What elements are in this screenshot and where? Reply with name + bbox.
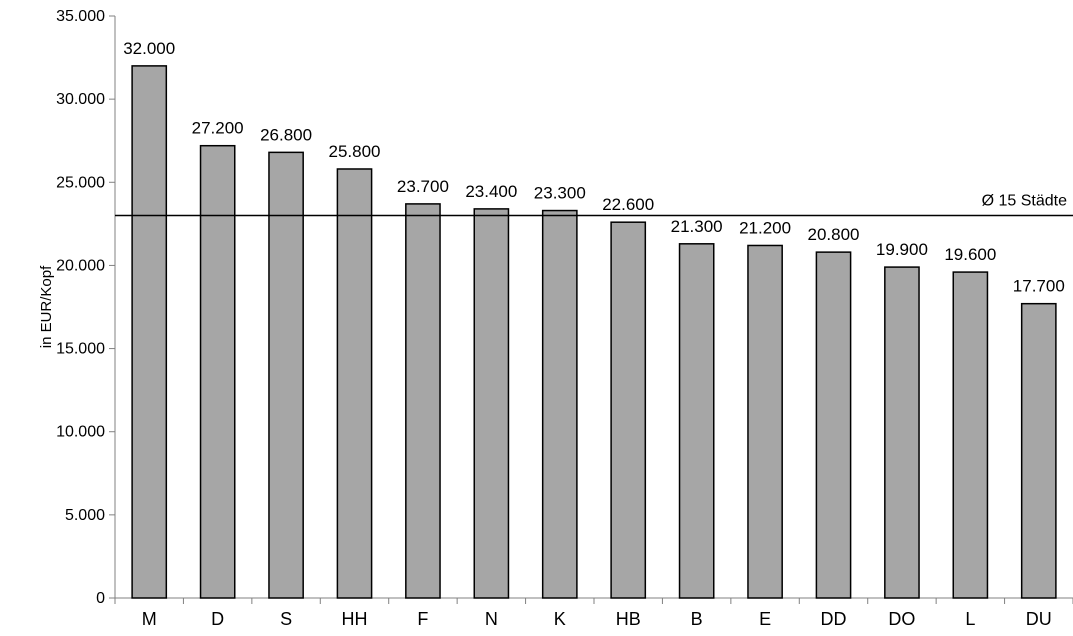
y-tick-label: 20.000 bbox=[56, 257, 105, 274]
y-tick-label: 35.000 bbox=[56, 8, 105, 25]
bar-value-label: 27.200 bbox=[192, 119, 244, 138]
bar-m bbox=[132, 66, 166, 598]
bar-n bbox=[474, 209, 508, 598]
bar-dd bbox=[816, 252, 850, 598]
bar-value-label: 21.200 bbox=[739, 218, 791, 237]
reference-line-group: Ø 15 Städte bbox=[115, 193, 1073, 216]
y-tick-label: 25.000 bbox=[56, 174, 105, 191]
category-label: M bbox=[142, 609, 157, 629]
y-tick-label: 5.000 bbox=[65, 507, 105, 524]
bar-value-label: 32.000 bbox=[123, 39, 175, 58]
bar-value-label: 23.700 bbox=[397, 177, 449, 196]
y-tick-label: 10.000 bbox=[56, 424, 105, 441]
bar-s bbox=[269, 152, 303, 598]
bar-value-label: 25.800 bbox=[329, 142, 381, 161]
category-label: E bbox=[759, 609, 771, 629]
category-label: L bbox=[965, 609, 975, 629]
category-label: F bbox=[417, 609, 428, 629]
reference-line-label: Ø 15 Städte bbox=[982, 193, 1067, 210]
category-label: N bbox=[485, 609, 498, 629]
category-label: K bbox=[554, 609, 566, 629]
bar-value-label: 23.400 bbox=[465, 182, 517, 201]
bar-k bbox=[543, 211, 577, 598]
bar-do bbox=[885, 267, 919, 598]
bar-f bbox=[406, 204, 440, 598]
bar-value-label: 20.800 bbox=[808, 225, 860, 244]
bar-l bbox=[953, 272, 987, 598]
category-label: DO bbox=[888, 609, 915, 629]
bar-b bbox=[680, 244, 714, 598]
bar-value-label: 19.900 bbox=[876, 240, 928, 259]
bar-hh bbox=[337, 169, 371, 598]
category-label: D bbox=[211, 609, 224, 629]
x-axis-ticks: M D S HH F N K HB B E DD DO L DU bbox=[115, 598, 1073, 629]
category-label: DD bbox=[821, 609, 847, 629]
bar-hb bbox=[611, 222, 645, 598]
y-tick-label: 30.000 bbox=[56, 91, 105, 108]
bar-value-labels: 32.000 27.200 26.800 25.800 23.700 23.400 23.3… bbox=[123, 39, 1065, 296]
category-label: DU bbox=[1026, 609, 1052, 629]
y-axis-title: in EUR/Kopf bbox=[38, 265, 55, 348]
bar-value-label: 26.800 bbox=[260, 125, 312, 144]
bar-d bbox=[201, 146, 235, 598]
y-tick-label: 0 bbox=[96, 590, 105, 607]
bar-value-label: 21.300 bbox=[671, 217, 723, 236]
axes bbox=[115, 16, 1073, 598]
bar-du bbox=[1022, 304, 1056, 598]
bar-value-label: 22.600 bbox=[602, 195, 654, 214]
category-label: B bbox=[691, 609, 703, 629]
category-label: HB bbox=[616, 609, 641, 629]
bar-value-label: 19.600 bbox=[944, 245, 996, 264]
y-axis-ticks: 0 5.000 10.000 15.000 20.000 25.000 30.000 35.0… bbox=[56, 8, 115, 607]
category-label: S bbox=[280, 609, 292, 629]
bar-value-label: 17.700 bbox=[1013, 277, 1065, 296]
category-label: HH bbox=[342, 609, 368, 629]
bar-e bbox=[748, 245, 782, 598]
bar-value-label: 23.300 bbox=[534, 184, 586, 203]
y-tick-label: 15.000 bbox=[56, 341, 105, 358]
bars bbox=[132, 66, 1056, 598]
